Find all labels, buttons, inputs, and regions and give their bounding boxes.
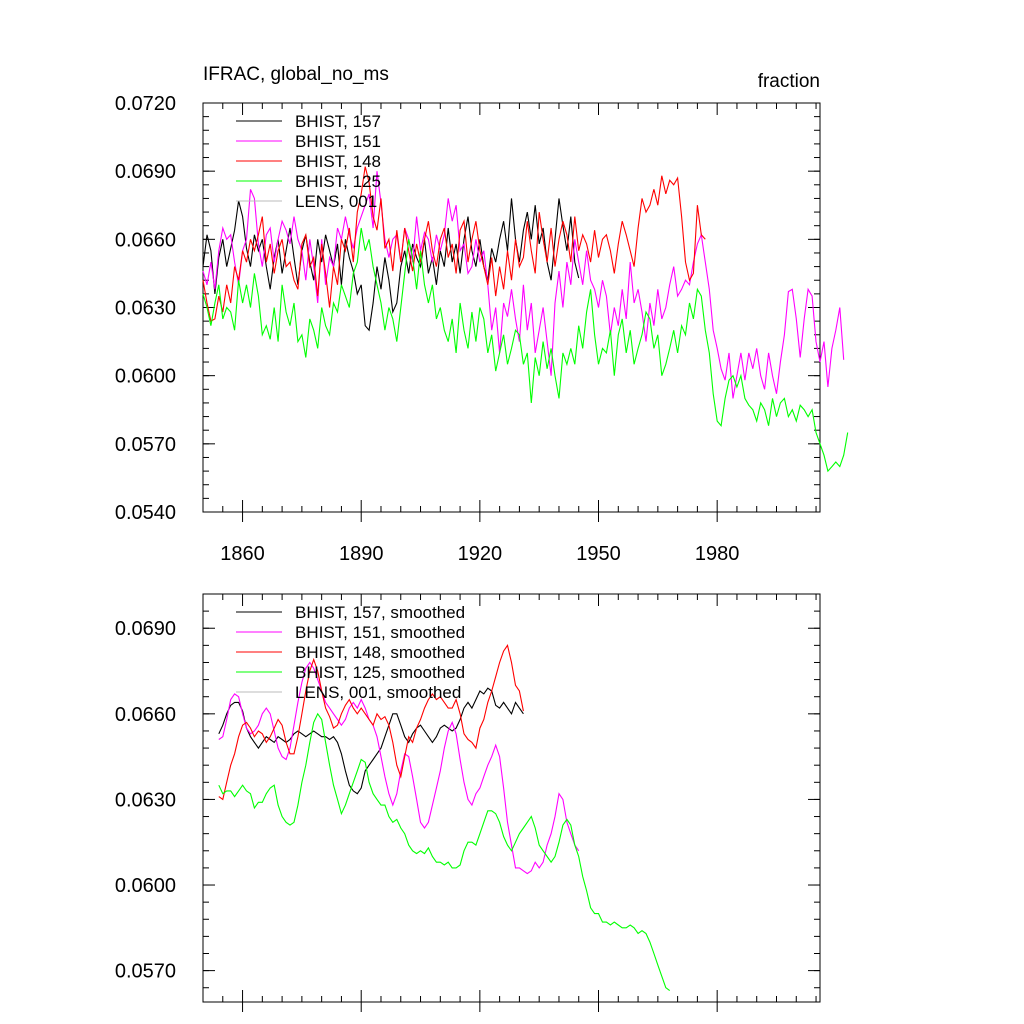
series-line-2 <box>202 171 845 399</box>
x-tick-label: 1890 <box>339 543 384 565</box>
x-tick-label: 1860 <box>220 543 265 565</box>
legend-label: LENS, 001 <box>295 192 377 211</box>
top-panel-title-right: fraction <box>758 71 820 92</box>
y-tick-label: 0.0690 <box>115 161 176 183</box>
legend-label: BHIST, 157 <box>295 112 381 131</box>
legend-label: BHIST, 148 <box>295 152 381 171</box>
legend-label: BHIST, 125, smoothed <box>295 663 465 682</box>
series-line-3 <box>202 166 706 322</box>
top-panel: IFRAC, global_no_ms fraction 0.0540 0.057… <box>115 64 849 565</box>
x-tick-label: 1980 <box>695 543 740 565</box>
legend-label: LENS, 001, smoothed <box>295 683 461 702</box>
x-tick-label: 1950 <box>576 543 621 565</box>
y-tick-label: 0.0570 <box>115 961 176 983</box>
top-panel-title-left: IFRAC, global_no_ms <box>203 64 389 85</box>
x-tick-label: 1920 <box>458 543 503 565</box>
legend-label: BHIST, 151, smoothed <box>295 623 465 642</box>
y-tick-label: 0.0630 <box>115 298 176 320</box>
legend-label: BHIST, 125 <box>295 172 381 191</box>
series-line-3 <box>218 644 524 801</box>
y-tick-label: 0.0660 <box>115 229 176 251</box>
y-tick-label: 0.0660 <box>115 704 176 726</box>
legend-label: BHIST, 157, smoothed <box>295 603 465 622</box>
y-tick-label: 0.0600 <box>115 366 176 388</box>
y-tick-label: 0.0570 <box>115 434 176 456</box>
legend-label: BHIST, 148, smoothed <box>295 643 465 662</box>
series-line-4 <box>202 227 849 473</box>
bottom-panel: 0.0570 0.0600 0.0630 0.0660 0.0690 BHIST, 157… <box>115 593 821 1012</box>
series-line-2 <box>218 661 580 875</box>
series-line-1 <box>218 687 524 795</box>
y-tick-label: 0.0540 <box>115 502 176 524</box>
legend-label: BHIST, 151 <box>295 132 381 151</box>
y-tick-label: 0.0630 <box>115 789 176 811</box>
y-tick-label: 0.0690 <box>115 618 176 640</box>
y-tick-label: 0.0600 <box>115 875 176 897</box>
y-tick-label: 0.0720 <box>115 93 176 115</box>
series-line-4 <box>218 712 671 992</box>
plot-frame <box>202 593 821 1003</box>
